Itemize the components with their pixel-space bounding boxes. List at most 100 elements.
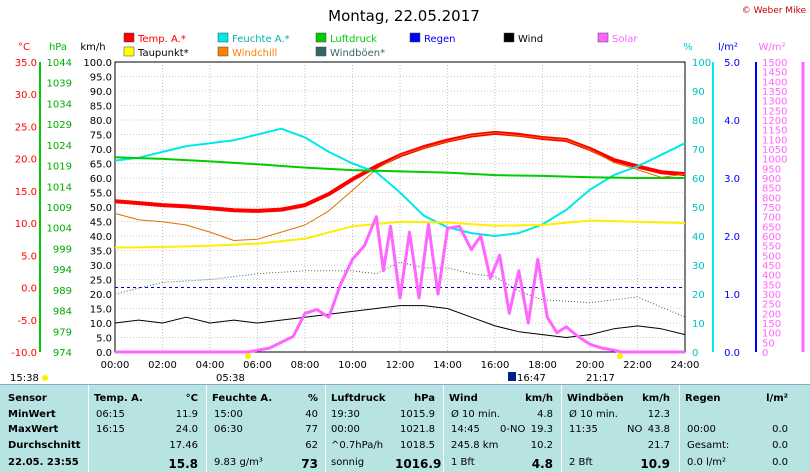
series-line-3 — [114, 132, 686, 241]
table-cell: 73 — [301, 457, 318, 471]
table-cell: 22.05. 23:55 — [8, 457, 79, 468]
wind-tick: 0.0 — [96, 348, 112, 359]
wind-tick: 10.0 — [90, 319, 112, 330]
pressure-tick: 994 — [53, 265, 72, 276]
solar-tick: 1350 — [762, 87, 787, 98]
legend-label: Regen — [424, 34, 456, 45]
table-cell: 4.8 — [537, 409, 553, 420]
table-cell: 06:30 — [214, 424, 243, 435]
table-cell: l/m² — [766, 393, 788, 404]
pressure-tick: 1039 — [47, 79, 72, 90]
rain-tick: 1.0 — [724, 290, 740, 301]
solar-tick: 550 — [762, 242, 781, 253]
table-cell: Windböen — [567, 393, 624, 404]
legend-swatch — [123, 32, 135, 43]
table-cell: 00:00 — [687, 424, 716, 435]
wind-tick: 80.0 — [90, 116, 112, 127]
wind-tick: 30.0 — [90, 261, 112, 272]
rain-tick: 0.0 — [724, 348, 740, 359]
table-cell: 15.8 — [168, 457, 198, 471]
x-tick: 06:00 — [243, 360, 272, 371]
table-cell: Gesamt: — [687, 440, 730, 451]
table-cell: 40 — [305, 409, 318, 420]
table-cell: Sensor — [8, 393, 47, 404]
humidity-tick: 0 — [692, 348, 698, 359]
wind-axis-title: km/h — [80, 42, 105, 53]
chart-title: Montag, 22.05.2017 — [328, 7, 480, 25]
wind-tick: 25.0 — [90, 276, 112, 287]
table-cell: 00:00 — [331, 424, 360, 435]
table-separator — [206, 385, 207, 472]
table-cell: 43.8 — [647, 424, 670, 435]
x-tick: 22:00 — [623, 360, 652, 371]
table-cell: °C — [185, 393, 198, 404]
humidity-tick: 40 — [692, 232, 705, 243]
moon-icon — [508, 372, 516, 381]
solar-tick: 900 — [762, 174, 781, 185]
left-time: 15:38 — [10, 373, 39, 384]
axis-titles: °C hPa km/h% l/m² W/m² — [18, 42, 786, 53]
wind-tick: 85.0 — [90, 102, 112, 113]
x-tick: 16:00 — [481, 360, 510, 371]
table-cell: 2 Bft — [569, 457, 593, 468]
weather-chart: Montag, 22.05.2017 © Weber Mike Temp. A.… — [10, 6, 806, 384]
solar-tick: 0 — [762, 348, 768, 359]
legend-swatch — [217, 46, 229, 57]
legend-label: Windchill — [232, 48, 277, 59]
x-tick: 24:00 — [671, 360, 700, 371]
table-cell: Ø 10 min. — [569, 409, 618, 420]
rain-tick: 5.0 — [724, 58, 740, 69]
table-cell: 16:15 — [96, 424, 125, 435]
humidity-axis-title: % — [683, 42, 693, 53]
solar-tick: 800 — [762, 193, 781, 204]
legend-label: Taupunkt* — [137, 48, 189, 59]
x-tick: 20:00 — [576, 360, 605, 371]
temp-tick: 25.0 — [15, 122, 37, 133]
series-line-2 — [114, 219, 686, 249]
solar-tick: 500 — [762, 251, 781, 262]
table-cell: 0-NO — [500, 424, 526, 435]
solar-tick: 850 — [762, 184, 781, 195]
table-cell: km/h — [642, 393, 670, 404]
wind-tick: 100.0 — [83, 58, 112, 69]
sun-times: 15:38 05:38 16:47 21:17 — [10, 353, 623, 384]
wind-tick: 55.0 — [90, 189, 112, 200]
solar-tick: 1300 — [762, 97, 787, 108]
x-tick: 10:00 — [338, 360, 367, 371]
temp-tick: 15.0 — [15, 187, 37, 198]
solar-tick: 700 — [762, 213, 781, 224]
table-cell: MinWert — [8, 409, 56, 420]
wind-tick: 35.0 — [90, 247, 112, 258]
moon-time: 16:47 — [517, 373, 546, 384]
table-cell: 0.0 l/m² — [687, 457, 726, 468]
table-cell: 11:35 — [569, 424, 598, 435]
table-cell: 0.0 — [772, 424, 788, 435]
table-cell: 10.2 — [530, 440, 553, 451]
x-tick: 02:00 — [148, 360, 177, 371]
humidity-tick: 60 — [692, 174, 705, 185]
temp-tick: -10.0 — [11, 348, 37, 359]
legend-label: Temp. A.* — [137, 34, 186, 45]
solar-tick: 950 — [762, 164, 781, 175]
wind-tick: 20.0 — [90, 290, 112, 301]
solar-tick: 200 — [762, 309, 781, 320]
table-separator — [443, 385, 444, 472]
humidity-tick: 10 — [692, 319, 705, 330]
table-cell: 15:00 — [214, 409, 243, 420]
sunrise-time: 05:38 — [216, 373, 245, 384]
table-cell: 19:30 — [331, 409, 360, 420]
pressure-tick: 989 — [53, 286, 72, 297]
solar-tick: 1500 — [762, 58, 787, 69]
temp-tick: 30.0 — [15, 90, 37, 101]
rain-tick: 3.0 — [724, 174, 740, 185]
table-cell: sonnig — [331, 457, 365, 468]
legend-swatch — [315, 46, 327, 57]
solar-tick: 1250 — [762, 106, 787, 117]
table-separator — [325, 385, 326, 472]
table-separator — [88, 385, 89, 472]
table-cell: 24.0 — [175, 424, 198, 435]
data-series — [114, 127, 686, 354]
wind-tick: 40.0 — [90, 232, 112, 243]
table-cell: 17.46 — [169, 440, 198, 451]
table-separator — [561, 385, 562, 472]
